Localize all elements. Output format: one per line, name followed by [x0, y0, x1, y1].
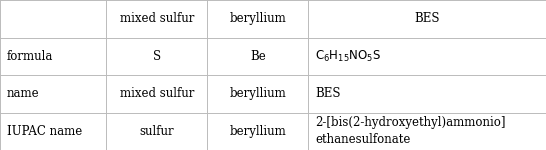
Text: mixed sulfur: mixed sulfur: [120, 87, 194, 100]
Text: mixed sulfur: mixed sulfur: [120, 12, 194, 25]
Text: $\mathregular{C_6H_{15}NO_5S}$: $\mathregular{C_6H_{15}NO_5S}$: [315, 49, 381, 64]
Text: name: name: [7, 87, 39, 100]
Text: Be: Be: [250, 50, 266, 63]
Text: BES: BES: [414, 12, 440, 25]
Text: 2-[bis(2-hydroxyethyl)ammonio]
ethanesulfonate: 2-[bis(2-hydroxyethyl)ammonio] ethanesul…: [315, 116, 506, 146]
Text: beryllium: beryllium: [230, 87, 286, 100]
Text: beryllium: beryllium: [230, 125, 286, 138]
Text: formula: formula: [7, 50, 53, 63]
Text: IUPAC name: IUPAC name: [7, 125, 82, 138]
Text: S: S: [153, 50, 161, 63]
Text: BES: BES: [315, 87, 341, 100]
Text: sulfur: sulfur: [140, 125, 174, 138]
Text: beryllium: beryllium: [230, 12, 286, 25]
